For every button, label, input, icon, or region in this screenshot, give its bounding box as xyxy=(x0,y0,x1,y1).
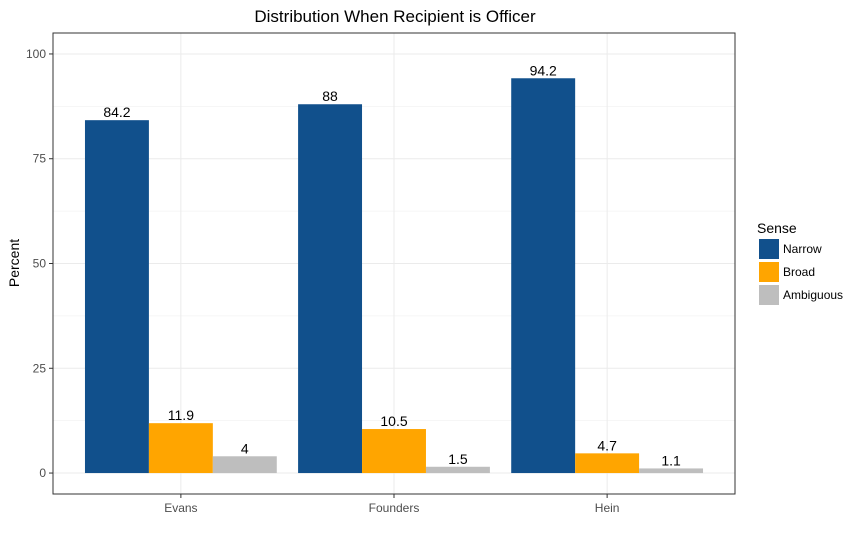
bar-narrow xyxy=(84,120,149,474)
x-axis: Evans Founders Hein xyxy=(164,494,619,515)
data-label: 94.2 xyxy=(530,62,557,78)
chart-title: Distribution When Recipient is Officer xyxy=(254,7,536,26)
data-label: 4.7 xyxy=(597,437,617,453)
data-label: 4 xyxy=(241,440,249,456)
bar-narrow xyxy=(511,78,576,474)
data-label: 1.1 xyxy=(661,452,681,468)
bar-ambiguous xyxy=(425,466,490,474)
data-label: 1.5 xyxy=(448,451,468,467)
legend-label: Narrow xyxy=(783,242,822,256)
data-label: 11.9 xyxy=(168,407,194,423)
legend-title: Sense xyxy=(757,220,797,236)
legend-label: Ambiguous xyxy=(783,288,843,302)
legend-key-narrow xyxy=(759,239,779,259)
x-tick-label: Founders xyxy=(369,501,420,515)
grid-lines xyxy=(53,33,735,494)
y-axis: 0 25 50 75 100 xyxy=(26,47,53,480)
bar-broad xyxy=(575,453,640,474)
data-labels: 84.2 88 94.2 11.9 10.5 4.7 4 1.5 1.1 xyxy=(103,62,681,468)
bars xyxy=(84,78,704,474)
bar-ambiguous xyxy=(212,456,277,474)
bar-broad xyxy=(362,429,426,474)
legend-key-ambiguous xyxy=(759,285,779,305)
data-label: 10.5 xyxy=(380,413,407,429)
x-tick-label: Evans xyxy=(164,501,197,515)
y-tick-label: 25 xyxy=(33,361,47,375)
legend-key-broad xyxy=(759,262,779,282)
bar-ambiguous xyxy=(639,468,704,474)
legend-label: Broad xyxy=(783,265,815,279)
legend: Sense Narrow Broad Ambiguous xyxy=(757,220,843,305)
data-label: 88 xyxy=(322,88,338,104)
data-label: 84.2 xyxy=(103,104,130,120)
x-tick-label: Hein xyxy=(595,501,620,515)
y-tick-label: 100 xyxy=(26,47,46,61)
y-tick-label: 50 xyxy=(33,257,47,271)
y-tick-label: 75 xyxy=(33,152,47,166)
y-tick-label: 0 xyxy=(39,466,46,480)
bar-narrow xyxy=(298,104,363,474)
y-axis-label: Percent xyxy=(6,239,22,287)
bar-broad xyxy=(148,423,213,474)
